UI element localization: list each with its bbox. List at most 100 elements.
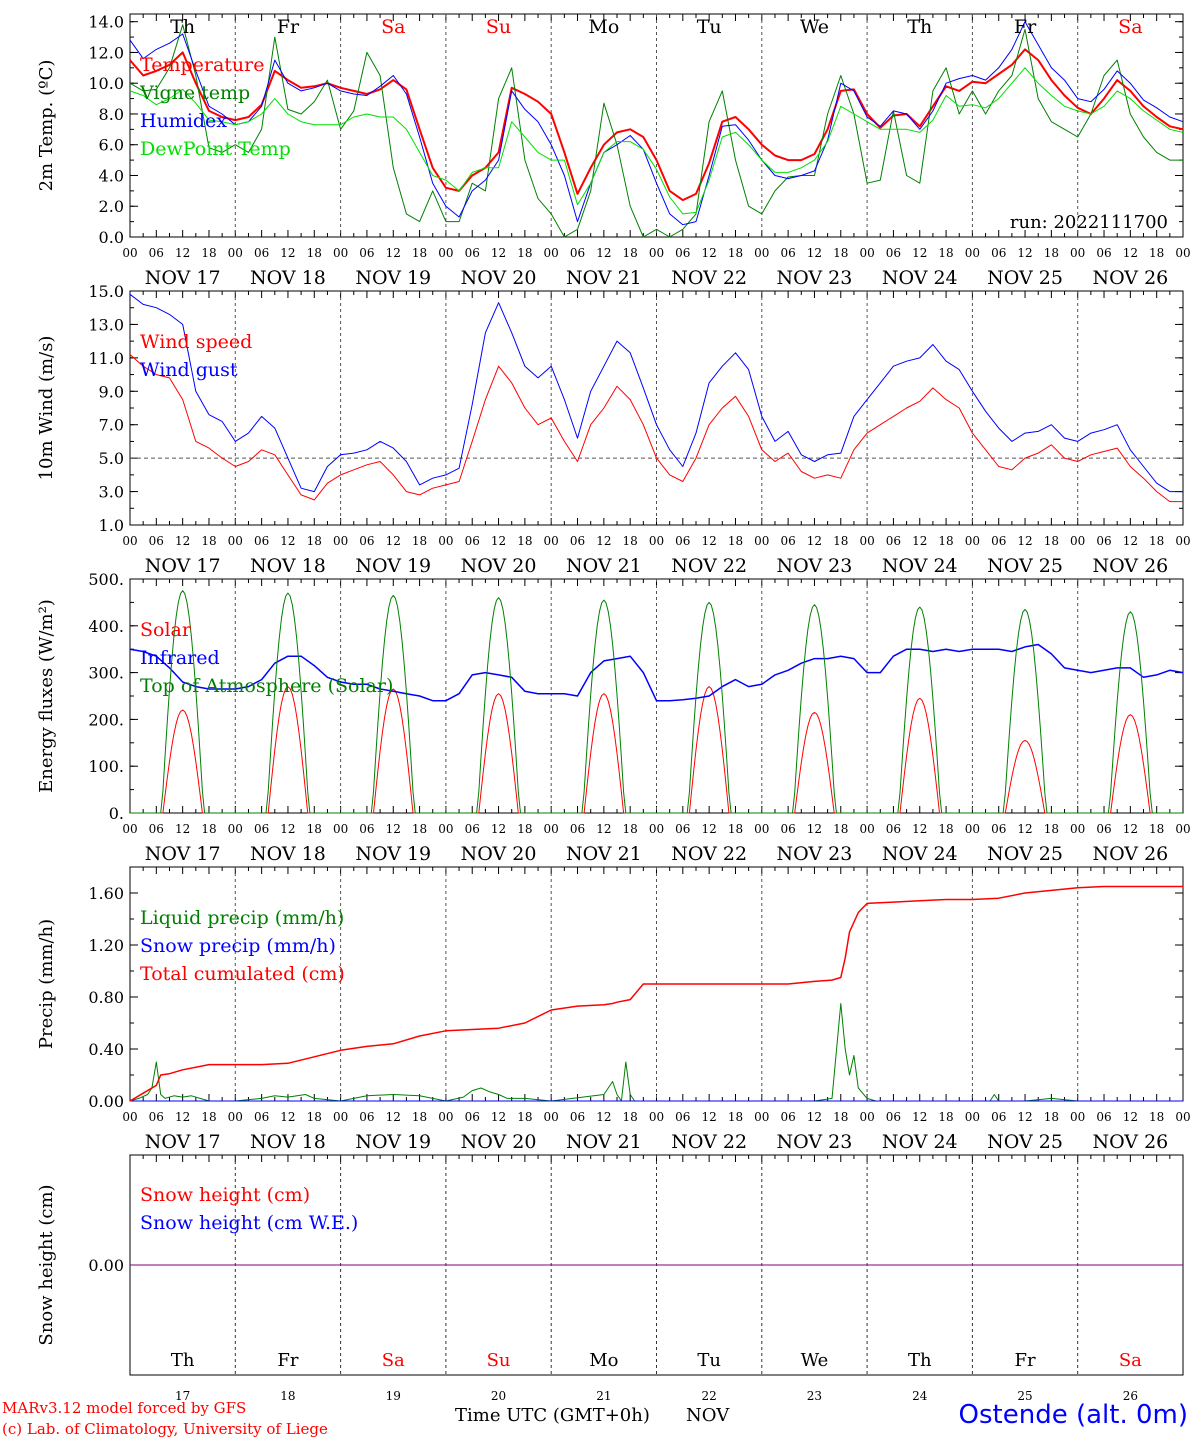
x-hour-label: 12 <box>1017 246 1032 260</box>
x-hour-label: 12 <box>491 1110 506 1124</box>
legend-item: Infrared <box>140 647 220 669</box>
day-number: 23 <box>807 1389 822 1403</box>
y-axis-title: Precip (mm/h) <box>36 919 57 1049</box>
day-number: 17 <box>175 1389 190 1403</box>
x-hour-label: 06 <box>1096 1110 1111 1124</box>
x-hour-label: 06 <box>149 1110 164 1124</box>
weekday-bottom: Sa <box>1119 1350 1142 1371</box>
x-hour-label: 06 <box>780 534 795 548</box>
x-hour-label: 06 <box>886 534 901 548</box>
x-day-label: NOV 20 <box>461 267 537 289</box>
x-hour-label: 18 <box>412 534 427 548</box>
weekday-top: Th <box>170 16 195 38</box>
x-axis-title: Time UTC (GMT+0h) <box>455 1405 650 1426</box>
x-hour-label: 18 <box>1044 1110 1059 1124</box>
weekday-top: Mo <box>588 16 619 38</box>
x-hour-label: 18 <box>938 1110 953 1124</box>
x-hour-label: 12 <box>702 246 717 260</box>
y-axis-title: Snow height (cm) <box>36 1184 57 1345</box>
day-number: 18 <box>280 1389 295 1403</box>
x-day-label: NOV 21 <box>566 843 642 865</box>
x-hour-label: 18 <box>1044 534 1059 548</box>
x-hour-label: 06 <box>149 822 164 836</box>
x-day-label: NOV 18 <box>250 1131 326 1153</box>
weekday-bottom: We <box>801 1350 829 1371</box>
weekday-bottom: Su <box>487 1350 511 1371</box>
x-hour-label: 00 <box>438 1110 453 1124</box>
x-hour-label: 18 <box>623 534 638 548</box>
x-hour-label: 06 <box>675 1110 690 1124</box>
x-day-label: NOV 25 <box>987 267 1063 289</box>
x-hour-label: 18 <box>307 1110 322 1124</box>
series-line-total-cumulated-cm- <box>129 885 1183 1102</box>
x-hour-label: 00 <box>228 534 243 548</box>
x-hour-label: 06 <box>570 822 585 836</box>
x-hour-label: 06 <box>465 822 480 836</box>
x-axis-unit: NOV <box>686 1405 730 1426</box>
x-day-label: NOV 17 <box>145 555 221 577</box>
x-hour-label: 06 <box>570 534 585 548</box>
x-hour-label: 18 <box>1044 246 1059 260</box>
legend-item: Wind gust <box>140 359 238 381</box>
x-hour-label: 06 <box>1096 246 1111 260</box>
x-hour-label: 18 <box>307 822 322 836</box>
x-hour-label: 18 <box>938 246 953 260</box>
x-hour-label: 12 <box>491 822 506 836</box>
x-hour-label: 18 <box>201 534 216 548</box>
y-tick-label: 7.0 <box>99 416 124 435</box>
x-hour-label: 00 <box>1070 822 1085 836</box>
x-hour-label: 18 <box>728 534 743 548</box>
x-hour-label: 18 <box>728 246 743 260</box>
y-tick-label: 11.0 <box>88 349 124 368</box>
weekday-top: Th <box>907 16 932 38</box>
x-hour-label: 00 <box>1175 1110 1190 1124</box>
x-hour-label: 12 <box>280 1110 295 1124</box>
y-tick-label: 15.0 <box>88 282 124 301</box>
x-hour-label: 18 <box>833 1110 848 1124</box>
x-hour-label: 06 <box>254 822 269 836</box>
x-hour-label: 18 <box>1149 534 1164 548</box>
y-tick-label: 0.40 <box>88 1040 124 1059</box>
x-day-label: NOV 22 <box>671 1131 747 1153</box>
x-hour-label: 06 <box>675 534 690 548</box>
legend-item: Solar <box>140 619 192 641</box>
x-hour-label: 00 <box>1070 534 1085 548</box>
series-line-wind-gust <box>129 293 1183 493</box>
x-hour-label: 00 <box>649 1110 664 1124</box>
series-line-temperature <box>129 48 1184 202</box>
x-hour-label: 06 <box>570 246 585 260</box>
y-tick-label: 0.00 <box>88 1256 124 1275</box>
x-hour-label: 12 <box>386 822 401 836</box>
x-hour-label: 18 <box>412 1110 427 1124</box>
x-hour-label: 18 <box>517 822 532 836</box>
x-hour-label: 12 <box>280 534 295 548</box>
panel-frame-temp <box>129 13 1184 238</box>
x-hour-label: 06 <box>359 534 374 548</box>
y-axis-title: 10m Wind (m/s) <box>36 336 57 481</box>
x-hour-label: 00 <box>333 534 348 548</box>
x-hour-label: 18 <box>833 534 848 548</box>
legend-item: Top of Atmosphere (Solar) <box>140 675 393 697</box>
x-hour-label: 00 <box>859 246 874 260</box>
x-hour-label: 18 <box>307 246 322 260</box>
y-tick-label: 3.0 <box>99 483 124 502</box>
x-hour-label: 06 <box>254 246 269 260</box>
day-number: 25 <box>1017 1389 1032 1403</box>
x-hour-label: 12 <box>175 1110 190 1124</box>
x-hour-label: 18 <box>623 1110 638 1124</box>
x-day-label: NOV 19 <box>355 843 431 865</box>
y-tick-label: 0.0 <box>99 228 124 247</box>
x-day-label: NOV 25 <box>987 843 1063 865</box>
x-hour-label: 12 <box>175 822 190 836</box>
y-axis-title: 2m Temp. (ºC) <box>36 60 57 192</box>
x-hour-label: 06 <box>886 822 901 836</box>
weekday-bottom: Fr <box>277 1350 298 1371</box>
weekday-bottom: Tu <box>697 1350 721 1371</box>
x-hour-label: 06 <box>675 822 690 836</box>
x-hour-label: 00 <box>544 822 559 836</box>
x-hour-label: 18 <box>1149 1110 1164 1124</box>
x-day-label: NOV 26 <box>1092 267 1168 289</box>
x-hour-label: 06 <box>359 1110 374 1124</box>
x-hour-label: 12 <box>596 246 611 260</box>
x-hour-label: 12 <box>912 822 927 836</box>
